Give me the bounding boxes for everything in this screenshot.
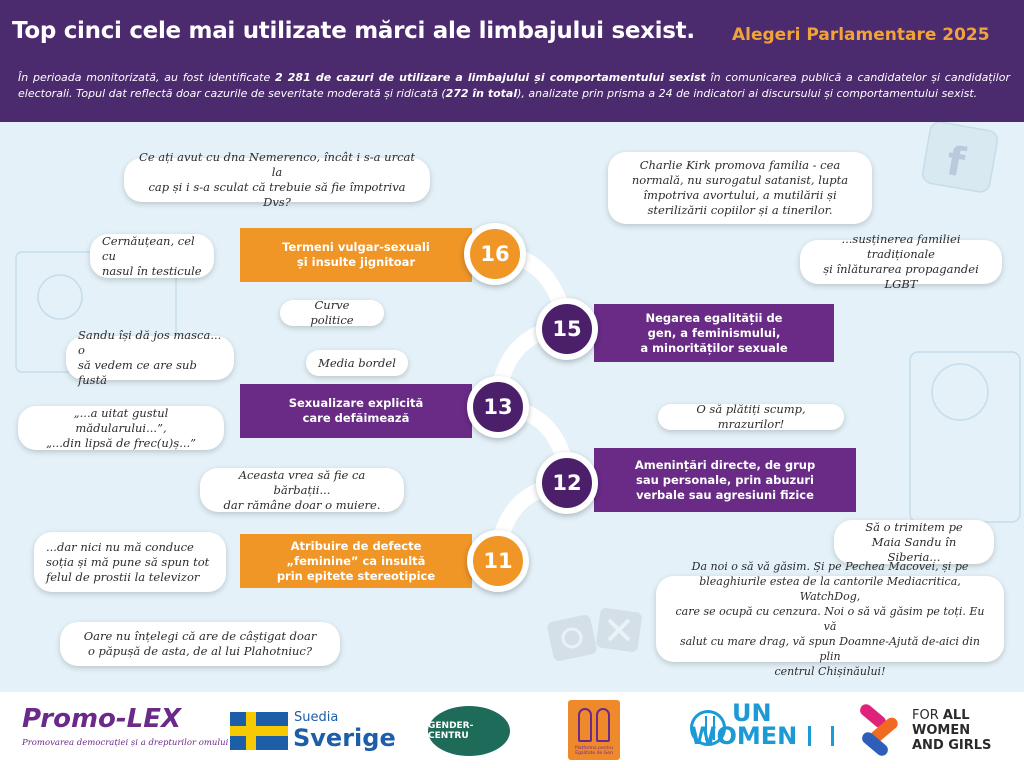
fawg-word: WOMEN — [912, 723, 971, 738]
intro-part: ), analizate prin prisma a 24 de indicat… — [517, 87, 978, 100]
count-circle: 11 — [467, 530, 529, 592]
quote-bubble: O să plătiți scump, mrazurilor! — [658, 402, 844, 431]
man-figure-icon — [596, 708, 610, 742]
un-emblem-icon — [690, 710, 726, 746]
quote-bubble: Cernăuțean, cel cu nasul în testicule — [90, 234, 214, 278]
quote-bubble: Charlie Kirk promova familia - cea norma… — [608, 152, 872, 224]
platforma-logo: Platforma pentru Egalitate de Gen — [568, 700, 620, 760]
quote-bubble: Ce ați avut cu dna Nemerenco, încât i s-… — [124, 150, 430, 209]
count-circle: 15 — [536, 298, 598, 360]
intro-highlight: 2 281 de cazuri de utilizare a limbajulu… — [275, 71, 706, 84]
quote-bubble: Sandu își dă jos masca... o să vedem ce … — [66, 328, 234, 387]
quote-bubble: Media bordel — [306, 350, 408, 376]
category-band: Atribuire de defecte „feminine” ca insul… — [240, 534, 472, 588]
for-all-women-mark-icon — [860, 704, 898, 756]
intro-part: În perioada monitorizată, au fost identi… — [18, 71, 275, 84]
gender-centru-logo: GENDER-CENTRU — [428, 706, 510, 756]
fawg-word: AND GIRLS — [912, 738, 992, 753]
election-label: Alegeri Parlamentare 2025 — [732, 25, 990, 45]
count-circle: 13 — [467, 376, 529, 438]
quote-bubble: ...susținerea familiei tradiționale și î… — [800, 232, 1002, 291]
quote-bubble: „...a uitat gustul mădularului...”, „...… — [18, 406, 224, 450]
category-band: Negarea egalității de gen, a feminismulu… — [594, 304, 834, 362]
facebook-icon — [921, 122, 999, 193]
count-circle: 16 — [464, 223, 526, 285]
un-label: UN — [732, 699, 772, 727]
quote-bubble: Oare nu înțelegi că are de câștigat doar… — [60, 622, 340, 666]
partner-logos: Promo-LEX Promovarea democrației și a dr… — [0, 692, 1024, 768]
intro-text: În perioada monitorizată, au fost identi… — [18, 70, 1010, 102]
quote-bubble: Aceasta vrea să fie ca bărbații... dar r… — [200, 468, 404, 512]
un-women-mark-icon — [808, 726, 834, 746]
intro-part: în comunicarea publică a candidatelor și… — [18, 71, 1010, 100]
platforma-label: Platforma pentru Egalitate de Gen — [574, 746, 614, 756]
sverige-label: Sverige — [293, 724, 396, 752]
page-title: Top cinci cele mai utilizate mărci ale l… — [12, 18, 695, 44]
intro-highlight: 272 în total — [445, 87, 518, 100]
count-circle: 12 — [536, 452, 598, 514]
promolex-tagline: Promovarea democrației și a drepturilor … — [22, 738, 229, 748]
quote-bubble: ...dar nici nu mă conduce soția și mă pu… — [34, 532, 226, 592]
close-icon — [596, 608, 642, 652]
women-label: WOMEN — [690, 722, 798, 750]
quote-bubble: Curve politice — [280, 298, 384, 327]
sweden-label: Suedia — [294, 710, 339, 725]
promolex-logo: Promo-LEX — [22, 704, 182, 734]
header: Top cinci cele mai utilizate mărci ale l… — [0, 0, 1024, 122]
sweden-flag-icon — [230, 712, 288, 750]
fawg-word: FOR — [912, 708, 943, 723]
category-band: Amenințări directe, de grup sau personal… — [594, 448, 856, 512]
woman-sketch-icon — [909, 351, 1021, 523]
quote-bubble: Să o trimitem pe Maia Sandu în Siberia..… — [834, 520, 994, 564]
fawg-word: ALL — [942, 708, 970, 723]
category-band: Termeni vulgar-sexuali și insulte jignit… — [240, 228, 472, 282]
category-band: Sexualizare explicită care defăimează — [240, 384, 472, 438]
for-all-women-label: FOR ALL WOMEN AND GIRLS — [912, 708, 991, 753]
camera-icon — [547, 614, 597, 662]
quote-bubble: Da noi o să vă găsim. Și pe Pechea Macov… — [656, 560, 1004, 678]
woman-figure-icon — [578, 708, 592, 742]
infographic-area: f Ce ați avut cu dna Nemerenco, încât i … — [0, 122, 1024, 692]
